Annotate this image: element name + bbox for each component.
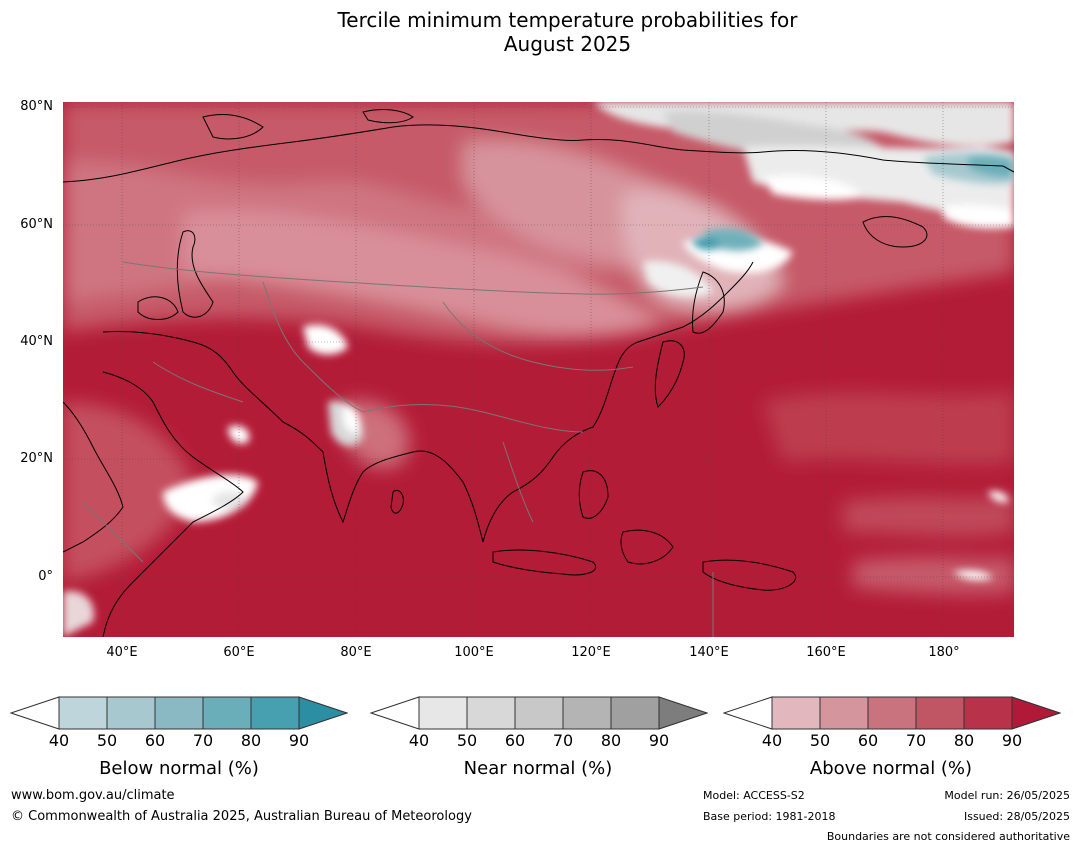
colorbar-above-tick: 40 xyxy=(761,731,783,750)
lon-label-140e: 140°E xyxy=(689,645,729,660)
colorbar-above-segment-1 xyxy=(771,696,821,730)
lon-label-40e: 40°E xyxy=(106,645,138,660)
lon-label-100e: 100°E xyxy=(454,645,494,660)
colorbar-above-tick: 60 xyxy=(857,731,879,750)
colorbar-below-tick: 80 xyxy=(240,731,262,750)
map-title: Tercile minimum temperature probabilitie… xyxy=(0,8,1081,56)
colorbar-near-tick: 80 xyxy=(600,731,622,750)
copyright-text: © Commonwealth of Australia 2025, Austra… xyxy=(11,809,472,824)
colorbar-near-normal xyxy=(370,696,708,732)
lon-label-180: 180° xyxy=(928,645,960,660)
colorbar-below-tick: 60 xyxy=(144,731,166,750)
colorbar-above-tick: 50 xyxy=(809,731,831,750)
colorbar-below-title: Below normal (%) xyxy=(99,758,259,779)
colorbar-above-segment-6 xyxy=(1011,696,1061,730)
model-name: Model: ACCESS-S2 xyxy=(703,789,805,802)
website-link[interactable]: www.bom.gov.au/climate xyxy=(11,788,175,803)
colorbar-below-tick: 90 xyxy=(288,731,310,750)
moderate-probability-regions xyxy=(63,102,1014,595)
colorbar-below-segment-0 xyxy=(10,696,60,730)
map-title-line-1: Tercile minimum temperature probabilitie… xyxy=(337,8,798,32)
colorbar-below-segment-4 xyxy=(202,696,252,730)
colorbar-above-segment-5 xyxy=(963,696,1013,730)
colorbar-above-tick: 90 xyxy=(1001,731,1023,750)
colorbar-near-segment-3 xyxy=(514,696,564,730)
map-canvas xyxy=(63,102,1014,637)
probability-map[interactable] xyxy=(63,102,1014,637)
colorbar-above-tick: 70 xyxy=(905,731,927,750)
near-normal-regions xyxy=(63,102,1014,637)
lat-label-60n: 60°N xyxy=(20,217,53,232)
lat-label-40n: 40°N xyxy=(20,334,53,349)
lat-label-20n: 20°N xyxy=(20,451,53,466)
lon-label-160e: 160°E xyxy=(806,645,846,660)
colorbar-near-segment-5 xyxy=(610,696,660,730)
lon-label-80e: 80°E xyxy=(340,645,372,660)
below-normal-regions xyxy=(693,152,1014,251)
colorbar-near-tick: 90 xyxy=(648,731,670,750)
colorbar-near-tick: 70 xyxy=(552,731,574,750)
colorbar-below-normal xyxy=(10,696,348,732)
colorbar-above-normal xyxy=(723,696,1061,732)
colorbar-above-title: Above normal (%) xyxy=(809,758,973,779)
colorbar-near-segment-6 xyxy=(658,696,708,730)
boundaries-disclaimer: Boundaries are not considered authoritat… xyxy=(826,830,1070,843)
colorbar-near-tick: 60 xyxy=(504,731,526,750)
colorbar-below-segment-6 xyxy=(298,696,348,730)
model-run-date: Model run: 26/05/2025 xyxy=(944,789,1070,802)
issued-date: Issued: 28/05/2025 xyxy=(963,810,1070,823)
colorbar-near-segment-1 xyxy=(418,696,468,730)
colorbar-below-tick: 50 xyxy=(96,731,118,750)
country-borders xyxy=(82,261,714,637)
colorbar-near-segment-4 xyxy=(562,696,612,730)
colorbar-below-tick: 70 xyxy=(192,731,214,750)
colorbar-near-tick: 50 xyxy=(456,731,478,750)
colorbar-near-segment-0 xyxy=(370,696,420,730)
colorbar-near-tick: 40 xyxy=(408,731,430,750)
colorbar-above-segment-0 xyxy=(723,696,773,730)
colorbar-below-segment-1 xyxy=(58,696,108,730)
colorbar-below-segment-5 xyxy=(250,696,300,730)
colorbar-below-segment-2 xyxy=(106,696,156,730)
colorbar-near-segment-2 xyxy=(466,696,516,730)
coastlines xyxy=(63,109,1014,637)
colorbar-above-segment-2 xyxy=(819,696,869,730)
lon-label-60e: 60°E xyxy=(223,645,255,660)
lon-label-120e: 120°E xyxy=(571,645,611,660)
lat-label-0: 0° xyxy=(38,569,53,584)
map-gridlines xyxy=(63,102,1014,637)
base-period: Base period: 1981-2018 xyxy=(703,810,836,823)
colorbar-near-title: Near normal (%) xyxy=(463,758,613,779)
colorbar-above-tick: 80 xyxy=(953,731,975,750)
colorbar-above-segment-3 xyxy=(867,696,917,730)
map-title-line-2: August 2025 xyxy=(503,32,632,56)
lat-label-80n: 80°N xyxy=(20,99,53,114)
colorbar-below-tick: 40 xyxy=(48,731,70,750)
colorbar-above-segment-4 xyxy=(915,696,965,730)
colorbar-below-segment-3 xyxy=(154,696,204,730)
